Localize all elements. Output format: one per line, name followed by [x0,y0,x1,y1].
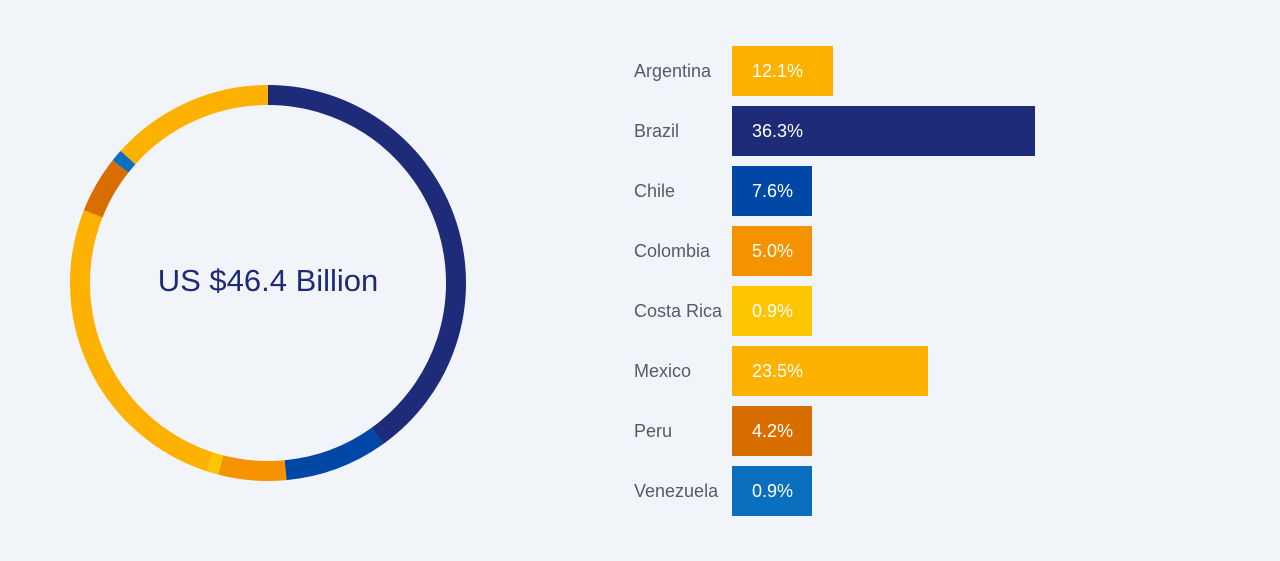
bar-brazil: 36.3% [732,106,1035,156]
donut-segment-brazil [267,85,466,444]
bar-value-label-brazil: 36.3% [752,121,804,141]
bar-chile: 7.6% [732,166,812,216]
category-label-venezuela: Venezuela [634,481,719,501]
bar-colombia: 5.0% [732,226,812,276]
donut-segment-venezuela [112,150,136,173]
category-label-costa-rica: Costa Rica [634,301,723,321]
category-label-peru: Peru [634,421,673,441]
bar-value-label-chile: 7.6% [752,181,794,201]
category-label-colombia: Colombia [634,241,711,261]
donut-segment-peru [83,160,129,218]
bar-value-label-mexico: 23.5% [752,361,804,381]
bar-argentina: 12.1% [732,46,833,96]
bar-value-label-venezuela: 0.9% [752,481,794,501]
donut-segment-mexico [70,210,213,472]
category-label-brazil: Brazil [634,121,680,141]
category-label-mexico: Mexico [634,361,692,381]
bar-costa-rica: 0.9% [732,286,812,336]
donut-segment-costa-rica [206,452,224,475]
bar-peru: 4.2% [732,406,812,456]
bar-value-label-colombia: 5.0% [752,241,794,261]
donut-chart: US $46.4 Billion [70,85,466,481]
bar-mexico: 23.5% [732,346,928,396]
bar-value-label-argentina: 12.1% [752,61,804,81]
donut-total-label: US $46.4 Billion [158,263,379,298]
category-label-argentina: Argentina [634,61,712,81]
category-label-chile: Chile [634,181,676,201]
donut-segment-argentina [120,85,269,165]
bar-value-label-peru: 4.2% [752,421,794,441]
bar-value-label-costa-rica: 0.9% [752,301,794,321]
bar-venezuela: 0.9% [732,466,812,516]
donut-segment-colombia [218,455,287,481]
donut-segment-chile [284,427,384,481]
